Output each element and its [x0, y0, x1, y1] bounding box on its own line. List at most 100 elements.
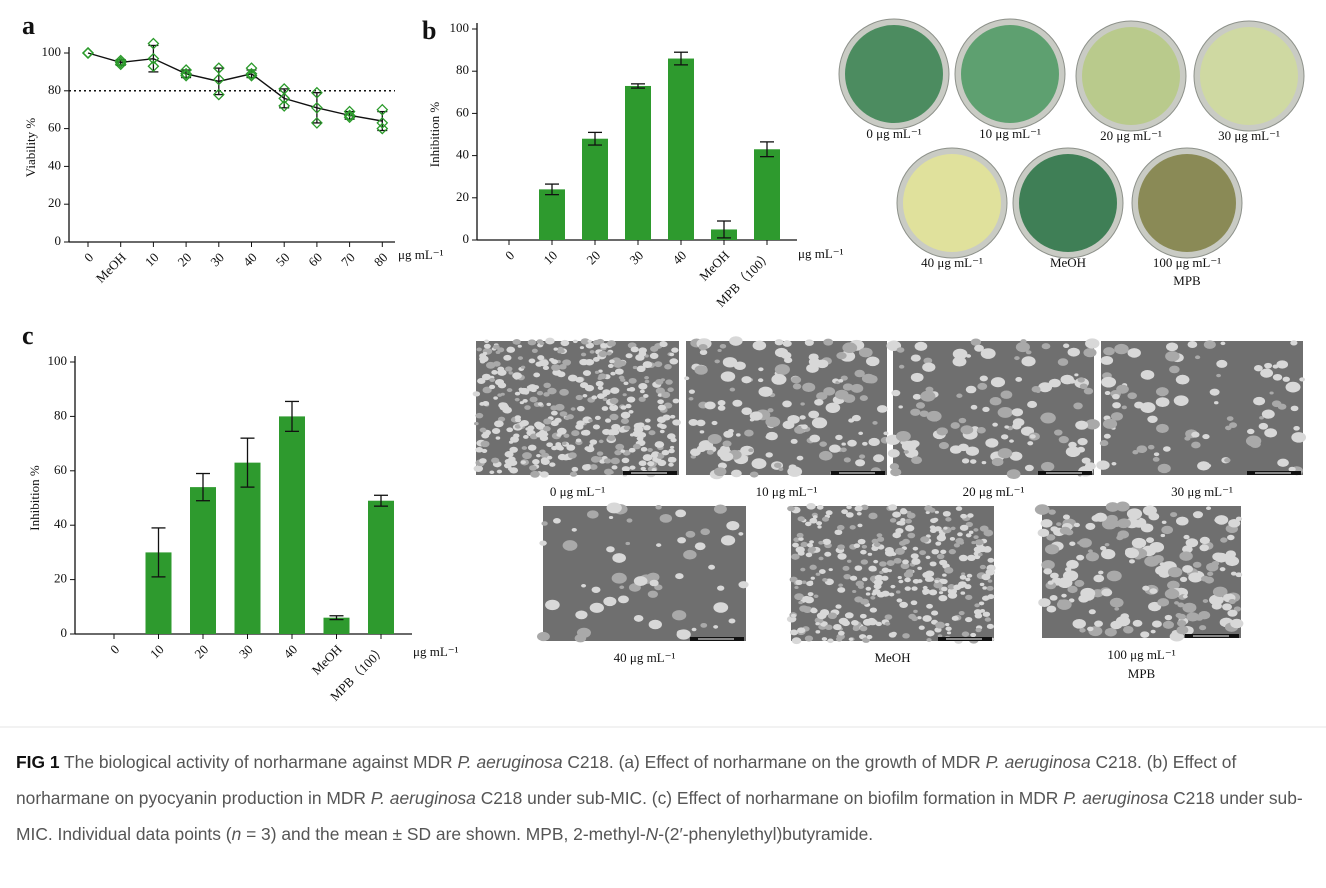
- sem-texture: [888, 632, 897, 638]
- sem-texture: [979, 564, 987, 570]
- sem-texture: [1069, 541, 1076, 546]
- sem-texture: [782, 400, 792, 408]
- sem-texture: [1015, 377, 1023, 382]
- sem-texture: [847, 439, 857, 447]
- sem-texture: [1103, 433, 1111, 439]
- sem-texture: [1165, 351, 1180, 362]
- sem-texture: [508, 467, 514, 471]
- bar: [190, 487, 216, 634]
- sem-texture: [854, 505, 863, 512]
- sem-texture: [956, 393, 963, 398]
- sem-texture: [1259, 416, 1264, 420]
- sem-texture: [867, 552, 873, 556]
- sem-texture: [987, 557, 995, 563]
- sem-texture: [704, 401, 716, 410]
- sem-texture: [961, 631, 970, 637]
- sem-texture: [685, 530, 696, 538]
- sem-texture: [836, 351, 847, 360]
- sem-texture: [711, 420, 718, 426]
- sem-texture: [1167, 567, 1183, 578]
- data-point: [310, 117, 323, 129]
- sem-texture: [621, 457, 630, 464]
- sem-texture: [740, 445, 754, 456]
- sem-texture: [1046, 534, 1056, 541]
- sem-texture: [493, 396, 498, 400]
- sem-texture: [1272, 373, 1283, 381]
- sem-texture: [620, 405, 627, 410]
- sem-texture: [619, 585, 625, 590]
- sem-texture: [1188, 572, 1203, 583]
- sem-texture: [481, 432, 490, 439]
- sem-texture: [525, 427, 531, 431]
- sem-texture: [530, 470, 540, 478]
- sem-texture: [834, 529, 843, 536]
- sem-texture: [925, 511, 930, 515]
- sem-texture: [614, 368, 624, 375]
- sem-texture: [847, 559, 852, 563]
- sem-texture: [888, 592, 895, 597]
- sem-texture: [981, 460, 987, 465]
- sem-texture: [508, 371, 514, 375]
- sem-texture: [899, 508, 908, 515]
- sem-texture: [628, 387, 636, 392]
- y-tick-label: 80: [456, 62, 469, 77]
- sem-texture: [638, 350, 647, 357]
- sem-texture: [958, 417, 967, 424]
- sem-texture: [720, 451, 734, 462]
- sem-texture: [868, 565, 877, 572]
- sem-texture: [1192, 561, 1202, 568]
- sem-label: 0 μg mL⁻¹: [550, 484, 605, 499]
- sem-texture: [919, 550, 927, 556]
- sem-texture: [1076, 446, 1086, 453]
- sem-texture: [647, 461, 655, 467]
- sem-texture: [925, 555, 931, 560]
- error-bar: [674, 51, 688, 66]
- sem-texture: [957, 532, 963, 537]
- sem-texture: [870, 595, 876, 600]
- y-tick-label: 40: [456, 147, 469, 162]
- sem-texture: [563, 433, 570, 438]
- x-tick-label: 10: [142, 250, 162, 270]
- sem-texture: [827, 612, 838, 620]
- sem-texture: [748, 448, 754, 453]
- sem-texture: [875, 621, 882, 627]
- sem-texture: [598, 439, 604, 444]
- sem-texture: [643, 424, 651, 431]
- sem-texture: [1024, 464, 1034, 472]
- caption-text: n: [231, 824, 242, 844]
- sem-texture: [898, 364, 905, 369]
- caption-text: P. aeruginosa: [370, 788, 476, 808]
- sem-texture: [659, 429, 665, 434]
- error-bar: [545, 183, 559, 196]
- sem-texture: [868, 512, 878, 520]
- data-point: [114, 56, 127, 69]
- sem-texture: [615, 443, 625, 451]
- sem-texture: [1175, 613, 1183, 618]
- sem-texture: [650, 452, 659, 458]
- sem-texture: [860, 549, 867, 555]
- sem-texture: [1293, 425, 1300, 431]
- sem-texture: [559, 388, 569, 396]
- sem-texture: [905, 518, 912, 524]
- data-point: [245, 67, 258, 80]
- sem-texture: [539, 540, 547, 546]
- sem-texture: [1093, 574, 1105, 583]
- sem-texture: [656, 416, 667, 423]
- sem-texture: [881, 590, 890, 597]
- sem-texture: [790, 613, 797, 618]
- sem-texture: [1146, 537, 1155, 544]
- y-axis-label: Inhibition %: [27, 465, 42, 531]
- sem-texture: [609, 413, 619, 421]
- sem-texture: [822, 538, 832, 545]
- sem-texture: [1046, 605, 1057, 613]
- sem-texture: [546, 455, 553, 460]
- sem-texture: [594, 415, 601, 420]
- sem-texture: [896, 521, 902, 526]
- y-tick-label: 100: [48, 353, 68, 368]
- sem-texture: [1222, 603, 1233, 611]
- sem-texture: [549, 462, 556, 467]
- sem-texture: [717, 400, 726, 406]
- sem-texture: [1182, 545, 1193, 554]
- sem-texture: [799, 415, 806, 420]
- x-unit-label: μg mL⁻¹: [398, 247, 444, 262]
